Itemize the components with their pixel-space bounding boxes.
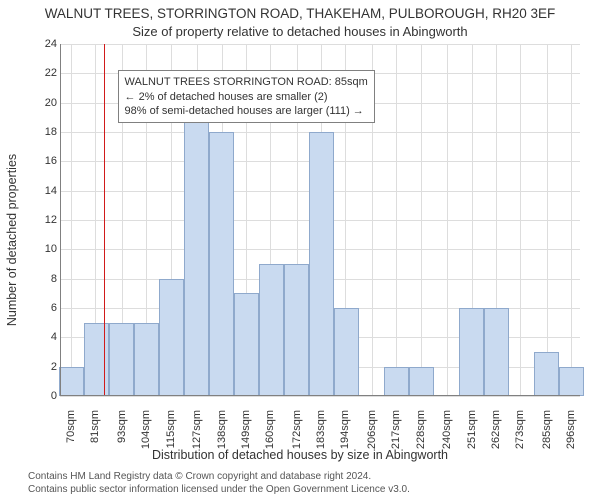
x-axis-label: Distribution of detached houses by size … [0, 448, 600, 462]
info-box: WALNUT TREES STORRINGTON ROAD: 85sqm ← 2… [118, 70, 375, 123]
footer-line-1: Contains HM Land Registry data © Crown c… [28, 471, 410, 484]
y-tick-label: 12 [45, 214, 57, 226]
footer-line-2: Contains public sector information licen… [28, 484, 410, 497]
y-axis-label: Number of detached properties [5, 154, 19, 326]
bar [309, 132, 334, 396]
y-tick-label: 18 [45, 126, 57, 138]
marker-line [104, 44, 105, 396]
chart-container: WALNUT TREES, STORRINGTON ROAD, THAKEHAM… [0, 0, 600, 500]
y-tick-label: 10 [45, 243, 57, 255]
y-tick-label: 20 [45, 97, 57, 109]
bar [259, 264, 284, 396]
chart-title: WALNUT TREES, STORRINGTON ROAD, THAKEHAM… [0, 6, 600, 21]
bar [184, 117, 209, 396]
y-tick-label: 24 [45, 38, 57, 50]
bar [109, 323, 134, 396]
bar [209, 132, 234, 396]
bar [159, 279, 184, 396]
info-line-3: 98% of semi-detached houses are larger (… [125, 104, 368, 118]
bar [459, 308, 484, 396]
y-tick-label: 22 [45, 67, 57, 79]
y-tick-label: 8 [51, 273, 57, 285]
info-line-1: WALNUT TREES STORRINGTON ROAD: 85sqm [125, 75, 368, 89]
y-tick-label: 0 [51, 390, 57, 402]
bar [59, 367, 84, 396]
plot-area: WALNUT TREES STORRINGTON ROAD: 85sqm ← 2… [60, 44, 580, 396]
bar [134, 323, 159, 396]
y-tick-label: 6 [51, 302, 57, 314]
chart-subtitle: Size of property relative to detached ho… [0, 24, 600, 39]
bar [409, 367, 434, 396]
y-tick-label: 4 [51, 331, 57, 343]
y-tick-label: 16 [45, 155, 57, 167]
info-line-2: ← 2% of detached houses are smaller (2) [125, 90, 368, 104]
bar [334, 308, 359, 396]
y-tick-label: 14 [45, 185, 57, 197]
bar [534, 352, 559, 396]
bar [234, 293, 259, 396]
bar [284, 264, 309, 396]
footer: Contains HM Land Registry data © Crown c… [28, 471, 410, 496]
bar [484, 308, 509, 396]
bar [384, 367, 409, 396]
y-tick-label: 2 [51, 361, 57, 373]
gridline-h [60, 396, 580, 397]
bar [559, 367, 584, 396]
